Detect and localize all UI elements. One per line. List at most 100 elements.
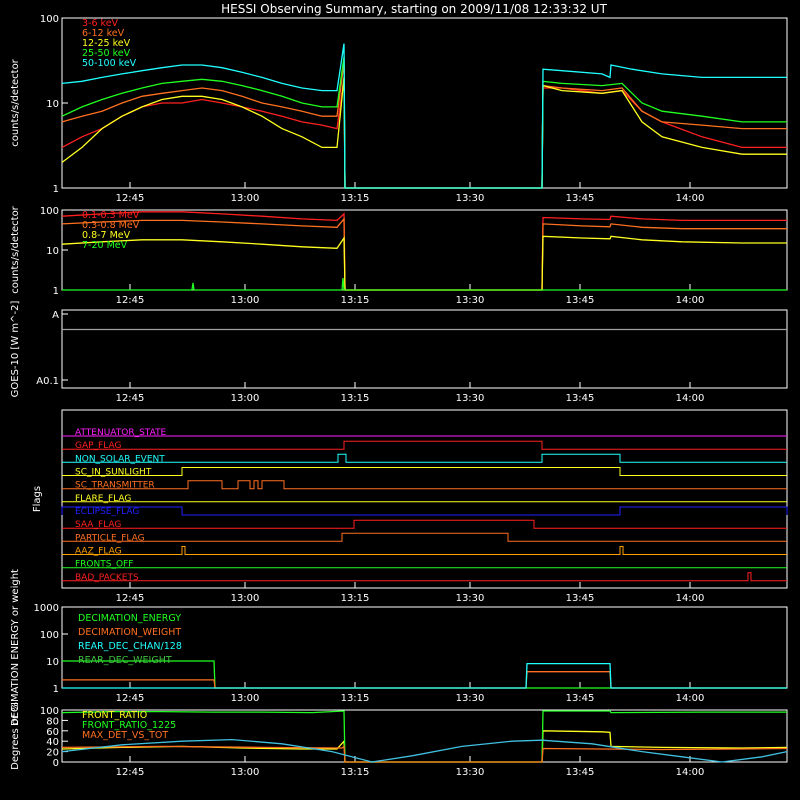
panel-4-ylabel: Flags: [32, 486, 43, 512]
panel-5-legend-1: DECIMATION_WEIGHT: [78, 627, 181, 638]
flag-9-line: [62, 546, 787, 555]
panel-2-legend-2: 0.8-7 MeV: [82, 230, 131, 241]
panel-2-series-1: [61, 217, 787, 291]
panel-5-xtick-label: 14:00: [676, 693, 705, 704]
panel-1-xtick-label: 13:15: [341, 193, 370, 204]
panel-4-xtick-label: 13:30: [456, 593, 485, 604]
panel-6-xtick-label: 13:15: [341, 767, 370, 778]
panel-1-ylabel: counts/s/detector: [10, 58, 21, 146]
panel-6-frame: [61, 709, 788, 763]
panel-2-xtick-label: 13:00: [231, 295, 260, 306]
panel-3-ytick-label: A0.1: [36, 376, 59, 387]
panel-6-legend-0: FRONT_RATIO: [82, 710, 147, 721]
panel-4-xtick-label: 13:45: [566, 593, 595, 604]
panel-1-legend-3: 25-50 keV: [82, 48, 131, 59]
flag-11-line: [62, 572, 787, 582]
panel-5-xtick-label: 13:00: [231, 693, 260, 704]
flag-3-line: [62, 467, 787, 476]
panel-6-xtick-label: 13:00: [231, 767, 260, 778]
flag-5-label: FLARE_FLAG: [75, 494, 131, 504]
flag-6-line: [61, 506, 788, 516]
panel-2-legend-1: 0.3-0.8 MeV: [82, 220, 140, 231]
panel-3-frame: [61, 309, 788, 389]
panel-2-series-2: [61, 235, 787, 291]
panel-6-xtick-label: 13:45: [566, 767, 595, 778]
panel-1-ytick-label: 10: [46, 99, 59, 110]
panel-5-ylabel: DECIMATION ENERGY or weight: [10, 569, 21, 726]
flag-6-label: ECLIPSE_FLAG: [75, 507, 139, 517]
panel-2-ylabel: counts/s/detector: [10, 205, 21, 293]
flag-4-label: SC_TRANSMITTER: [75, 481, 155, 491]
panel-1-xtick-label: 13:00: [231, 193, 260, 204]
panel-6-xtick-label: 12:45: [116, 767, 145, 778]
panel-6-series-3: [61, 738, 788, 763]
panel-6-ytick-label: 80: [46, 716, 59, 727]
panel-2-xtick-label: 13:45: [566, 295, 595, 306]
panel-6-ytick-label: 60: [46, 727, 59, 738]
panel-2-xtick-label: 13:15: [341, 295, 370, 306]
panel-4-xtick-label: 12:45: [116, 593, 145, 604]
panel-1-series-4: [61, 43, 787, 189]
panel-2-xtick-label: 13:30: [456, 295, 485, 306]
flag-8-line: [62, 532, 787, 542]
panel-5-ytick-label: 100: [40, 630, 59, 641]
flag-0-label: ATTENUATOR_STATE: [75, 428, 167, 438]
flag-10-label: FRONTS_OFF: [75, 560, 133, 570]
panel-5-series-1: [62, 671, 787, 689]
panel-1-legend-4: 50-100 keV: [82, 58, 137, 69]
panel-5-ytick-label: 1000: [34, 603, 59, 614]
flag-1-line: [62, 440, 787, 450]
panel-4-xtick-label: 13:15: [341, 593, 370, 604]
panel-1-legend-1: 6-12 keV: [82, 28, 125, 39]
panel-4-xtick-label: 13:00: [231, 593, 260, 604]
panel-3-xtick-label: 13:30: [456, 393, 485, 404]
panel-5-ytick-label: 1: [53, 684, 59, 695]
panel-6-legend-1: FRONT_RATIO_1225: [82, 720, 176, 731]
panel-6-series-1: [61, 710, 787, 763]
panel-6-xtick-label: 13:30: [456, 767, 485, 778]
panel-1-series-1: [61, 62, 787, 189]
panel-3-xtick-label: 12:45: [116, 393, 145, 404]
panel-4-frame: [61, 409, 788, 589]
flag-4-line: [62, 480, 787, 490]
panel-3-xtick-label: 13:15: [341, 393, 370, 404]
panel-2-legend-0: 0.1-0.3 MeV: [82, 210, 140, 221]
panel-2-frame: [61, 209, 788, 291]
panel-3-ylabel: GOES-10 [W m^-2]: [10, 301, 21, 398]
panel-6-legend-2: MAX_DET_VS_TOT: [82, 730, 168, 741]
panel-4-xtick-label: 14:00: [676, 593, 705, 604]
panel-5-xtick-label: 13:45: [566, 693, 595, 704]
panel-1-legend-2: 12-25 keV: [82, 38, 131, 49]
flag-8-label: PARTICLE_FLAG: [75, 533, 145, 543]
panel-1-ytick-label: 1: [53, 184, 59, 195]
panel-5-xtick-label: 13:30: [456, 693, 485, 704]
panel-1-xtick-label: 12:45: [116, 193, 145, 204]
flag-7-line: [62, 519, 787, 529]
panel-2-series-3: [62, 277, 787, 291]
panel-2-xtick-label: 14:00: [676, 295, 705, 306]
panel-5-ytick-label: 10: [46, 657, 59, 668]
panel-5-series-2: [62, 662, 787, 689]
panel-2-xtick-label: 12:45: [116, 295, 145, 306]
flag-1-label: GAP_FLAG: [75, 441, 121, 451]
panel-3-xtick-label: 14:00: [676, 393, 705, 404]
panel-1-xtick-label: 14:00: [676, 193, 705, 204]
panel-2-ytick-label: 1: [53, 286, 59, 297]
panel-3-xtick-label: 13:00: [231, 393, 260, 404]
panel-5-legend-0: DECIMATION_ENERGY: [78, 613, 181, 624]
panel-1-ytick-label: 100: [40, 14, 59, 25]
panel-3-xtick-label: 13:45: [566, 393, 595, 404]
flag-3-label: SC_IN_SUNLIGHT: [75, 468, 152, 478]
panel-2-series-0: [61, 211, 787, 291]
flag-11-label: BAD_PACKETS: [75, 573, 139, 583]
panel-6-ytick-label: 20: [46, 748, 59, 759]
panel-6-ytick-label: 100: [40, 706, 59, 717]
panel-1-series-2: [61, 77, 787, 189]
panel-3-ytick-label: A: [52, 310, 59, 321]
panel-5-xtick-label: 12:45: [116, 693, 145, 704]
panel-5-legend-2: REAR_DEC_CHAN/128: [78, 641, 182, 652]
panel-6-ylabel: Degrees or %: [10, 702, 21, 770]
panel-5-xtick-label: 13:15: [341, 693, 370, 704]
panel-6-ytick-label: 0: [53, 758, 59, 769]
panel-1-xtick-label: 13:45: [566, 193, 595, 204]
